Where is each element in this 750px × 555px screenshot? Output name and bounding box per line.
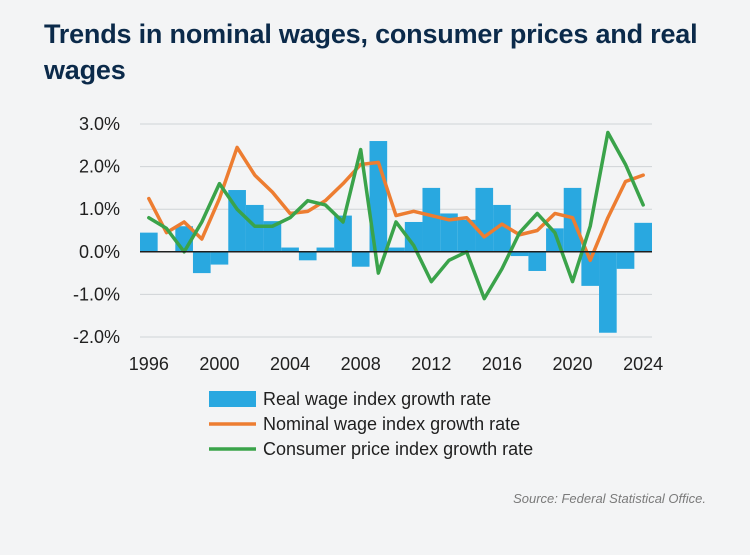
bar-real-wage-2016 bbox=[493, 204, 511, 252]
y-tick-label: 3.0% bbox=[79, 114, 120, 134]
bar-real-wage-2003 bbox=[263, 221, 282, 252]
legend-label: Consumer price index growth rate bbox=[263, 439, 533, 459]
bar-real-wage-2004 bbox=[281, 247, 299, 252]
axis-layer: 3.0% 2.0% 1.0% 0.0% -1.0% -2.0% 1996 2000 2004 20… bbox=[73, 114, 663, 374]
legend-label: Real wage index growth rate bbox=[263, 389, 491, 409]
bar-real-wage-2022 bbox=[599, 251, 617, 333]
bar-real-wage-2005 bbox=[298, 251, 317, 261]
legend-label: Nominal wage index growth rate bbox=[263, 414, 520, 434]
bar-real-wage-2011 bbox=[404, 221, 423, 252]
bar-real-wage-2013 bbox=[440, 213, 458, 252]
bar-real-wage-2023 bbox=[616, 251, 635, 269]
bar-real-wage-2012 bbox=[422, 187, 441, 252]
x-tick-label: 2000 bbox=[199, 354, 239, 374]
bar-real-wage-2021 bbox=[581, 251, 600, 286]
bar-real-wage-1996 bbox=[140, 232, 158, 252]
x-tick-label: 2004 bbox=[270, 354, 310, 374]
bar-real-wage-2010 bbox=[387, 247, 405, 252]
x-tick-label: 1996 bbox=[129, 354, 169, 374]
bar-real-wage-2007 bbox=[334, 215, 352, 252]
bar-real-wage-2014 bbox=[457, 219, 476, 252]
bar-real-wage-2008 bbox=[351, 251, 370, 267]
bar-real-wage-2002 bbox=[245, 204, 264, 252]
y-tick-label: 2.0% bbox=[79, 157, 120, 177]
bar-real-wage-2000 bbox=[210, 251, 229, 265]
bar-real-wage-2009 bbox=[369, 141, 388, 252]
y-tick-label: 0.0% bbox=[79, 242, 120, 262]
bar-real-wage-1999 bbox=[192, 251, 211, 274]
bar-layer bbox=[140, 141, 652, 333]
x-tick-label: 2012 bbox=[411, 354, 451, 374]
legend-swatch-real-wage bbox=[209, 391, 256, 407]
chart-title: Trends in nominal wages, consumer prices… bbox=[44, 19, 698, 85]
x-tick-label: 2020 bbox=[553, 354, 593, 374]
source-note: Source: Federal Statistical Office. bbox=[513, 491, 706, 506]
x-tick-label: 2024 bbox=[623, 354, 663, 374]
y-tick-label: 1.0% bbox=[79, 199, 120, 219]
line-layer bbox=[147, 130, 645, 301]
bar-real-wage-2018 bbox=[528, 251, 547, 271]
y-tick-label: -1.0% bbox=[73, 284, 120, 304]
x-tick-label: 2008 bbox=[341, 354, 381, 374]
bar-real-wage-2006 bbox=[316, 247, 335, 252]
y-tick-label: -2.0% bbox=[73, 327, 120, 347]
legend: Real wage index growth rate Nominal wage … bbox=[209, 389, 533, 459]
x-tick-label: 2016 bbox=[482, 354, 522, 374]
line-nominal-wage bbox=[147, 145, 645, 263]
bar-real-wage-2015 bbox=[475, 187, 494, 252]
bar-real-wage-2024 bbox=[634, 222, 652, 252]
bar-real-wage-2017 bbox=[510, 251, 529, 257]
line-consumer-price bbox=[147, 130, 645, 301]
